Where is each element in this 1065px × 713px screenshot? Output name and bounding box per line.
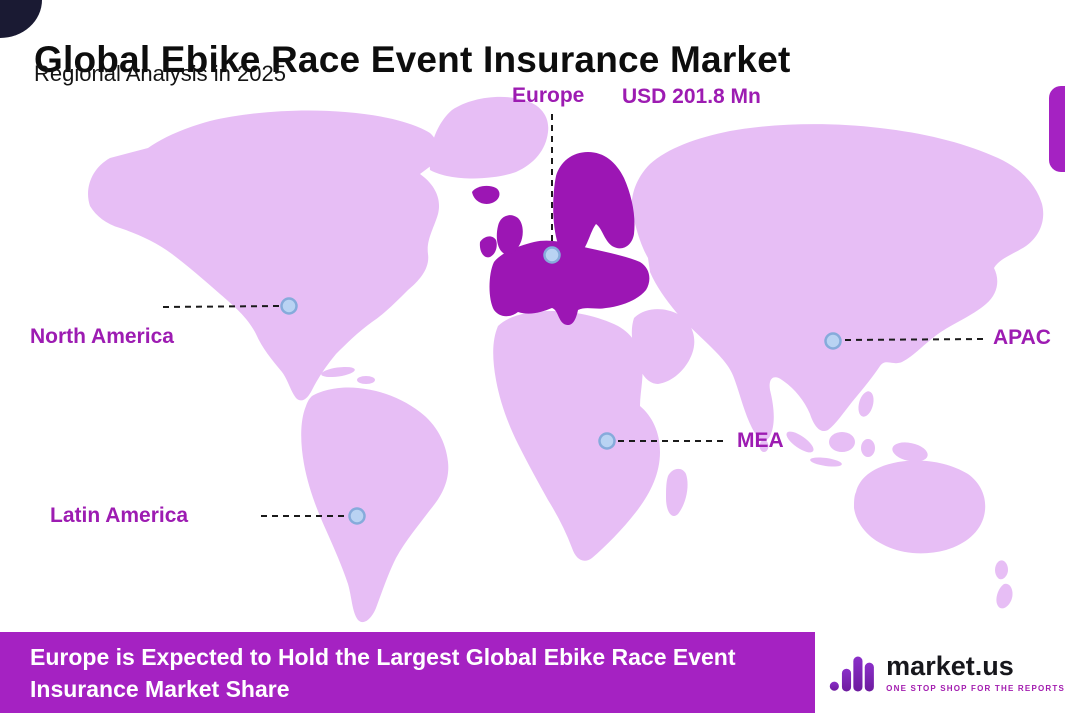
leader-line-apac <box>844 338 985 341</box>
island-new-guinea <box>892 442 928 462</box>
landmass-north-america <box>88 110 440 401</box>
label-mea: MEA <box>737 429 784 452</box>
island-new-zealand-north <box>995 560 1008 580</box>
region-europe-mainland <box>489 240 650 326</box>
brand-tagline: ONE STOP SHOP FOR THE REPORTS <box>886 683 1065 693</box>
label-europe-value: USD 201.8 Mn <box>622 85 761 108</box>
label-latin-america: Latin America <box>50 504 189 527</box>
island-sri-lanka <box>759 440 769 452</box>
island-madagascar <box>666 468 688 517</box>
island-java <box>810 457 842 467</box>
label-north-america: North America <box>30 325 174 348</box>
region-europe-iceland <box>472 185 500 204</box>
leader-line-north-america <box>162 305 280 308</box>
landmass-south-america <box>301 387 449 623</box>
brand-logo: market.us ONE STOP SHOP FOR THE REPORTS <box>815 632 1065 713</box>
island-new-zealand-south <box>996 583 1013 609</box>
island-cuba <box>321 366 355 378</box>
landmass-africa <box>493 311 660 561</box>
marker-north-america <box>280 297 298 315</box>
marker-europe <box>543 246 561 264</box>
banner-text: Europe is Expected to Hold the Largest G… <box>30 644 736 703</box>
marker-apac <box>824 332 842 350</box>
island-philippines <box>858 391 874 417</box>
island-sumatra <box>786 431 814 453</box>
region-europe-uk <box>496 215 523 255</box>
brand-name: market.us <box>886 650 1014 681</box>
region-europe-ireland <box>479 236 497 258</box>
marker-latin-america <box>348 507 366 525</box>
label-apac: APAC <box>993 326 1051 349</box>
island-japan-north <box>924 288 936 304</box>
landmass-arabian-peninsula <box>631 309 695 384</box>
marker-mea <box>598 432 616 450</box>
landmass-australia <box>854 460 986 554</box>
island-borneo <box>829 432 855 452</box>
island-japan-main <box>905 301 927 335</box>
marketus-logo-icon <box>829 656 874 692</box>
landmass-asia <box>631 124 1044 441</box>
island-hispaniola <box>357 376 375 384</box>
island-sulawesi <box>861 439 875 457</box>
page-subtitle: Regional Analysis in 2025 <box>34 61 286 86</box>
landmass-greenland <box>429 96 549 179</box>
edge-decoration-right <box>1049 86 1065 172</box>
region-europe-scandinavia <box>553 152 635 257</box>
label-europe: Europe <box>512 84 585 107</box>
page-title: Global Ebike Race Event Insurance Market <box>34 38 791 80</box>
